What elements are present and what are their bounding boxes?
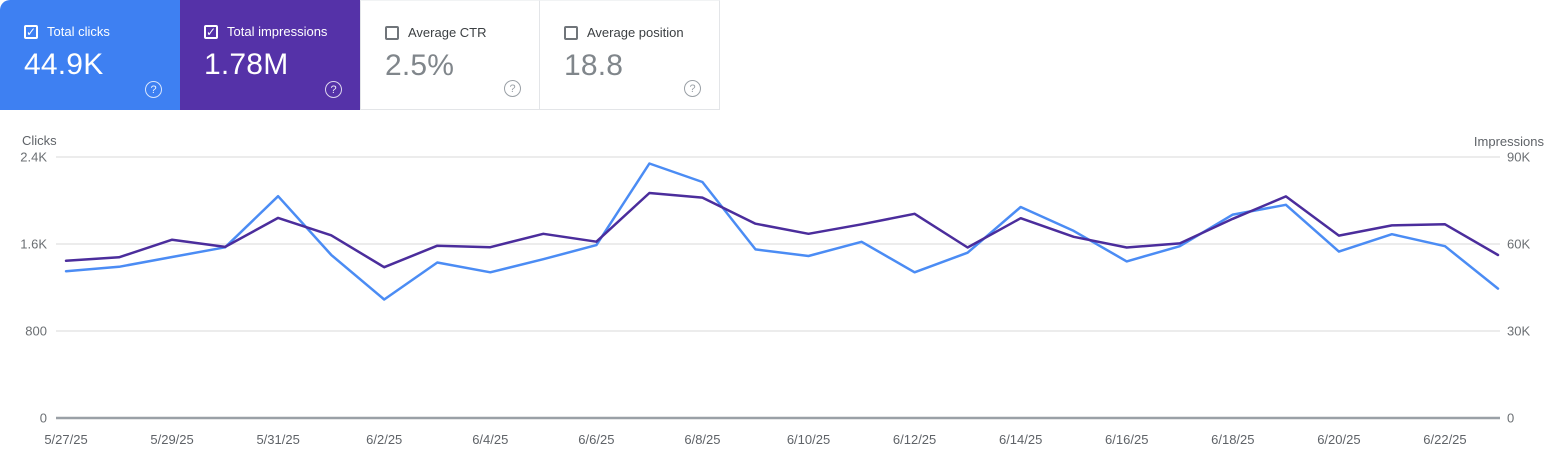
left-axis-tick: 2.4K: [20, 149, 47, 165]
date-tick: 6/12/25: [892, 432, 937, 447]
card-average-position[interactable]: Average position 18.8 ?: [540, 0, 720, 110]
date-tick: 6/2/25: [366, 432, 403, 447]
card-label: Average position: [587, 25, 684, 40]
card-label: Average CTR: [408, 25, 487, 40]
left-axis-tick: 0: [39, 410, 47, 426]
checkbox-unchecked-icon[interactable]: [564, 25, 578, 40]
help-icon[interactable]: ?: [504, 80, 521, 97]
date-tick: 5/27/25: [44, 432, 88, 447]
date-tick: 5/31/25: [256, 432, 300, 447]
card-value: 1.78M: [204, 48, 289, 81]
card-label: Total clicks: [47, 24, 110, 39]
date-tick: 5/29/25: [150, 432, 194, 447]
performance-chart[interactable]: Clicks Impressions 0 800 1.6K 2.4K 0 30K 60K 90…: [0, 111, 1557, 471]
date-tick: 6/8/25: [684, 432, 721, 447]
left-axis-title: Clicks: [22, 133, 57, 148]
date-tick: 6/20/25: [1317, 432, 1361, 447]
help-icon[interactable]: ?: [325, 81, 342, 98]
checkbox-checked-icon[interactable]: ✓: [204, 24, 218, 39]
card-value: 18.8: [564, 49, 624, 82]
left-axis-tick: 800: [25, 323, 47, 339]
date-tick: 6/10/25: [786, 432, 831, 447]
metric-cards-row: ✓ Total clicks 44.9K ? ✓ Total impressio…: [0, 0, 720, 110]
date-tick: 6/22/25: [1423, 432, 1467, 447]
help-icon[interactable]: ?: [145, 81, 162, 98]
date-tick: 6/18/25: [1211, 432, 1255, 447]
card-total-clicks[interactable]: ✓ Total clicks 44.9K ?: [0, 0, 180, 110]
date-tick: 6/14/25: [998, 432, 1043, 447]
date-tick: 6/6/25: [578, 432, 615, 447]
chart-canvas[interactable]: [0, 111, 1557, 471]
date-tick: 6/4/25: [472, 432, 509, 447]
impressions-line: [64, 191, 1500, 269]
clicks-line: [64, 162, 1500, 301]
card-value: 2.5%: [385, 49, 455, 82]
right-axis-title: Impressions: [1473, 134, 1544, 149]
card-value: 44.9K: [24, 48, 104, 81]
card-label: Total impressions: [227, 24, 328, 39]
left-axis-tick: 1.6K: [20, 236, 47, 252]
right-axis-tick: 60K: [1507, 236, 1531, 252]
card-average-ctr[interactable]: Average CTR 2.5% ?: [360, 0, 540, 110]
right-axis-tick: 30K: [1507, 323, 1531, 339]
help-icon[interactable]: ?: [684, 80, 701, 97]
checkbox-unchecked-icon[interactable]: [385, 25, 399, 40]
date-tick: 6/16/25: [1105, 432, 1149, 447]
checkbox-checked-icon[interactable]: ✓: [24, 24, 38, 39]
right-axis-tick: 0: [1507, 410, 1515, 426]
card-total-impressions[interactable]: ✓ Total impressions 1.78M ?: [180, 0, 360, 110]
right-axis-tick: 90K: [1507, 149, 1531, 165]
